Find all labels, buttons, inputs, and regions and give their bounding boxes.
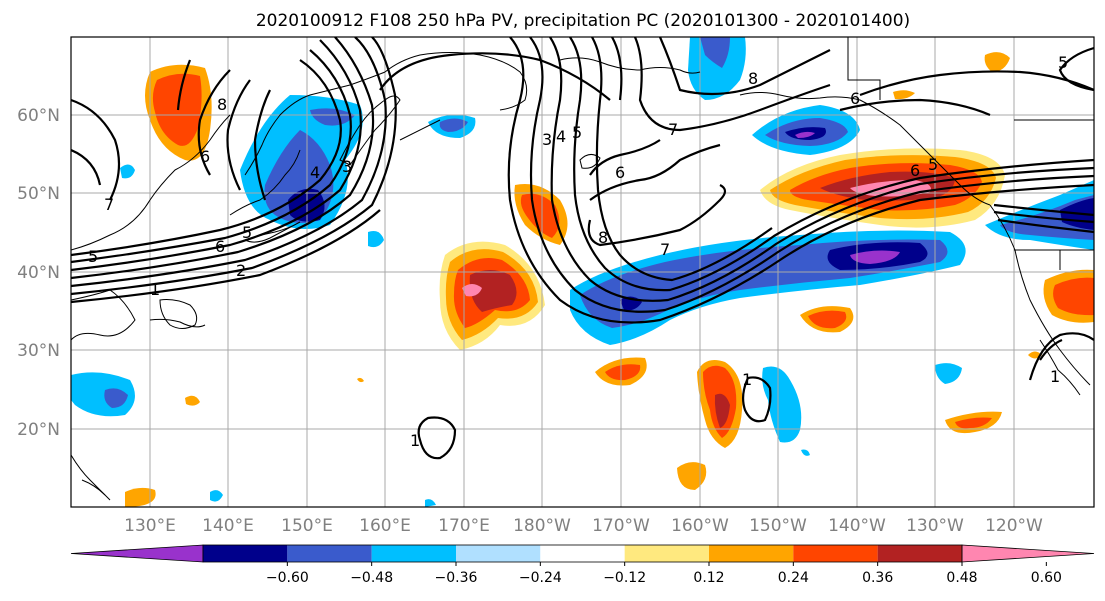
latitude-labels: 60°N 50°N 40°N 30°N 20°N [17,106,60,440]
colorbar-swatch [793,545,877,562]
lon-label: 160°E [359,516,411,536]
colorbar-tick-label: 0.48 [946,570,977,586]
colorbar-swatch [372,545,456,562]
lon-label: 180°W [513,516,571,536]
colorbar-tick-label: −0.24 [519,570,562,586]
lon-label: 170°E [438,516,490,536]
contour-label: 3 [542,130,552,149]
lat-label: 20°N [17,420,60,440]
lon-label: 170°W [592,516,650,536]
lon-label: 160°W [671,516,729,536]
contour-label: 2 [236,261,246,280]
colorbar-extend-max [962,545,1094,562]
colorbar: −0.60 −0.48 −0.36 −0.24 −0.12 0.12 0.24 0.36 0.4… [71,545,1094,586]
colorbar-tick-label: −0.60 [266,570,309,586]
contour-label: 8 [598,228,608,247]
longitude-labels: 130°E 140°E 150°E 160°E 170°E 180°W 170°… [124,516,1043,536]
contour-label: 5 [928,155,938,174]
contour-label: 5 [1058,53,1068,72]
lon-label: 150°W [749,516,807,536]
colorbar-tick-label: −0.12 [603,570,646,586]
contour-label: 6 [910,161,920,180]
colorbar-swatch [540,545,624,562]
contour-label: 1 [1050,367,1060,386]
lat-label: 30°N [17,341,60,361]
colorbar-tick-label: 0.60 [1031,570,1062,586]
contour-label: 7 [668,120,678,139]
contour-label: 1 [150,280,160,299]
contour-label: 1 [410,431,420,450]
contour-label: 5 [572,123,582,142]
colorbar-swatch [287,545,371,562]
colorbar-tick-label: −0.36 [435,570,478,586]
lon-label: 120°W [985,516,1043,536]
colorbar-tick-label: 0.24 [778,570,809,586]
lon-label: 130°E [124,516,176,536]
colorbar-swatch [456,545,540,562]
contour-label: 4 [310,163,320,182]
colorbar-tick-label: 0.36 [862,570,893,586]
map-area: 8 5 4 3 7 6 5 6 2 1 3 4 5 6 7 6 8 8 7 6 … [71,37,1094,507]
contour-label: 8 [217,95,227,114]
contour-label: 7 [660,240,670,259]
colorbar-extend-min [71,545,203,562]
contour-label: 8 [748,69,758,88]
contour-label: 1 [742,370,752,389]
contour-label: 6 [215,237,225,256]
colorbar-tick-label: −0.48 [350,570,393,586]
lon-label: 130°W [906,516,964,536]
colorbar-swatch [203,545,287,562]
contour-label: 6 [850,89,860,108]
contour-label: 6 [615,163,625,182]
lon-label: 140°W [828,516,886,536]
colorbar-swatch [878,545,962,562]
contour-label: 5 [242,223,252,242]
lat-label: 40°N [17,263,60,283]
lat-label: 60°N [17,106,60,126]
lon-label: 150°E [281,516,333,536]
colorbar-tick-label: 0.12 [693,570,724,586]
contour-label: 7 [104,195,114,214]
contour-label: 5 [88,247,98,266]
contour-label: 4 [556,127,566,146]
contour-label: 3 [342,157,352,176]
colorbar-swatch [709,545,793,562]
lat-label: 50°N [17,184,60,204]
map-title: 2020100912 F108 250 hPa PV, precipitatio… [256,11,910,31]
colorbar-swatch [625,545,709,562]
lon-label: 140°E [202,516,254,536]
contour-label: 6 [200,147,210,166]
